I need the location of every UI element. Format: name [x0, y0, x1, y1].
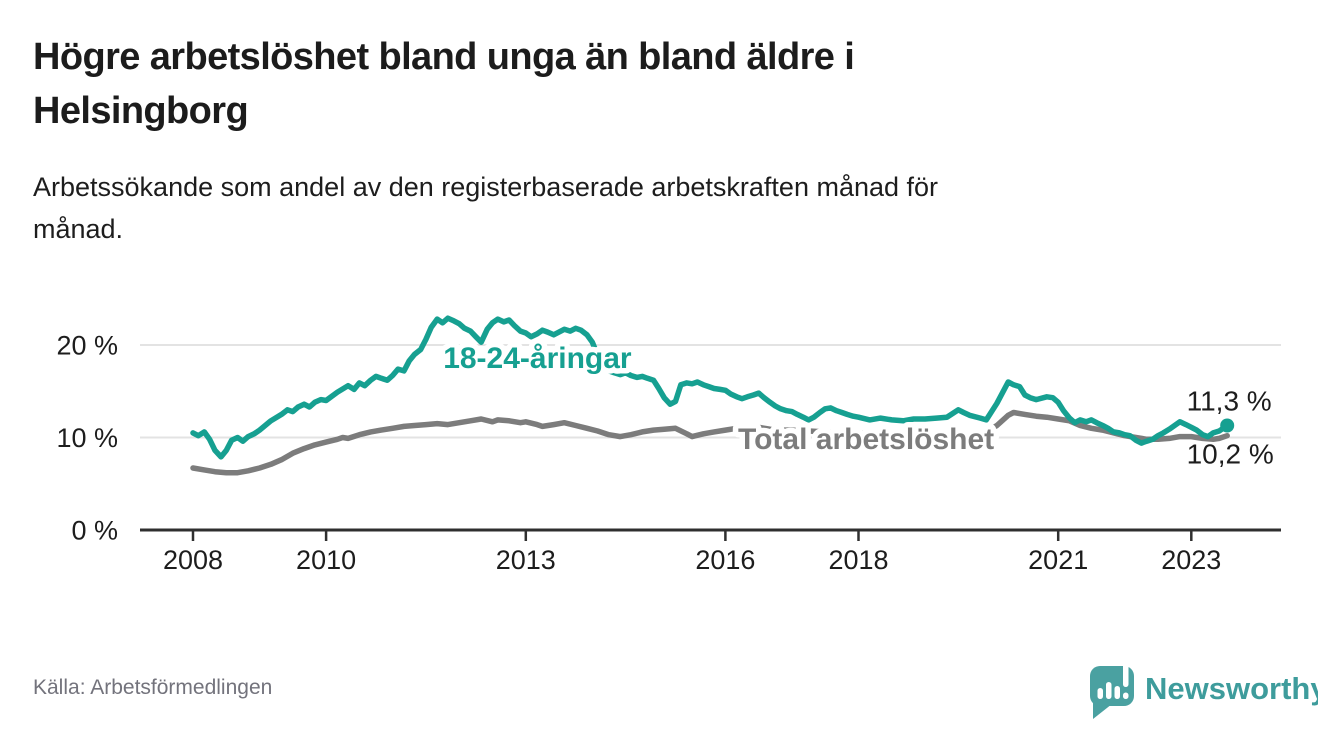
- chart-title-line2: Helsingborg: [33, 90, 249, 132]
- x-tick-label-2023: 2023: [1161, 545, 1221, 575]
- y-tick-label-20: 20 %: [56, 331, 118, 361]
- line-chart: 18-24-åringar Total arbetslöshet 2008 2010 2…: [56, 315, 1281, 575]
- end-dot-youth: [1220, 418, 1235, 433]
- chart-title-line1: Högre arbetslöshet bland unga än bland ä…: [33, 36, 855, 78]
- end-label-youth: 11,3 %: [1187, 386, 1272, 417]
- x-tick-label-2013: 2013: [496, 545, 556, 575]
- y-tick-label-10: 10 %: [56, 423, 118, 453]
- series-label-total: Total arbetslöshet: [738, 423, 994, 456]
- x-tick-label-2016: 2016: [695, 545, 755, 575]
- y-tick-label-0: 0 %: [71, 516, 118, 546]
- chart-subtitle: Arbetssökande som andel av den registerb…: [33, 166, 938, 250]
- bar-chart-exclamation-icon: [1097, 658, 1129, 699]
- series-label-youth: 18-24-åringar: [443, 342, 632, 375]
- newsworthy-logo: Newsworthy: [1083, 653, 1328, 730]
- end-label-total: 10,2 %: [1187, 438, 1274, 469]
- chart-subtitle-line1: Arbetssökande som andel av den registerb…: [33, 172, 939, 202]
- x-tick-label-2010: 2010: [296, 545, 356, 575]
- newsworthy-logo-svg: Newsworthy: [1090, 658, 1328, 719]
- series-line-total: [190, 409, 1230, 476]
- x-tick-label-2008: 2008: [163, 545, 223, 575]
- x-tick-label-2021: 2021: [1028, 545, 1088, 575]
- chart-title: Högre arbetslöshet bland unga än bland ä…: [33, 30, 855, 138]
- chart-subtitle-line2: månad.: [33, 214, 124, 244]
- newsworthy-logo-text: Newsworthy: [1145, 671, 1318, 706]
- source-note: Källa: Arbetsförmedlingen: [33, 676, 273, 699]
- series-line-youth: [190, 315, 1230, 460]
- x-tick-label-2018: 2018: [828, 545, 888, 575]
- newsworthy-logo-mark: [1090, 658, 1134, 719]
